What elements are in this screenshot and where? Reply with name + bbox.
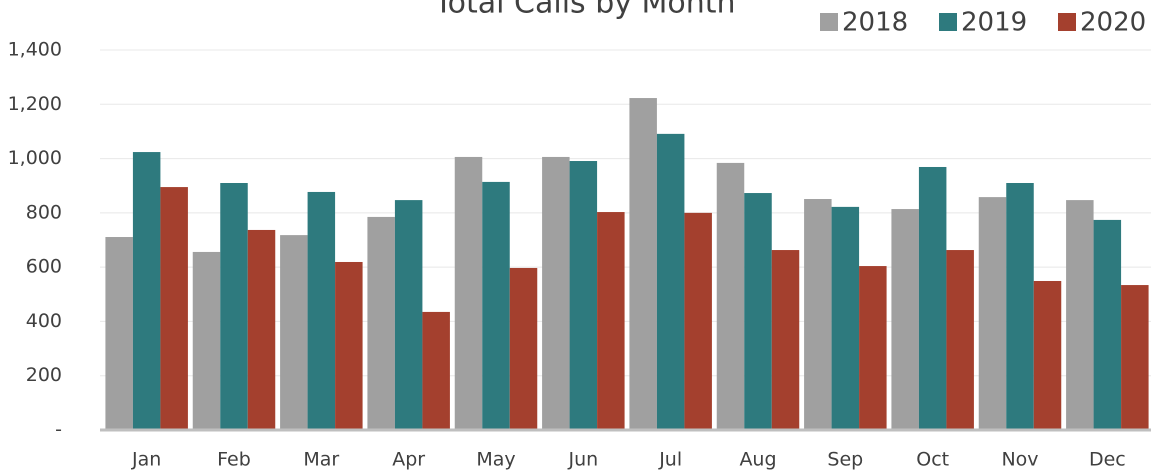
x-tick-label: Dec [1089,449,1126,471]
bar [859,266,887,430]
y-tick-label: 800 [26,201,62,223]
y-tick-label: 400 [26,310,62,332]
bar [482,181,510,430]
x-tick-label: Jan [131,449,161,471]
y-tick-label: 200 [26,364,62,386]
y-tick-label: 1,000 [8,147,62,169]
bar [716,162,745,430]
x-tick-label: May [476,449,515,471]
x-tick-label: Apr [392,449,425,471]
legend-label: 2019 [961,8,1027,38]
bar [1093,219,1122,430]
bar [831,206,860,430]
legend-swatch [939,13,957,31]
bar [684,212,712,430]
x-tick-label: Jul [658,449,682,471]
bar [247,229,276,430]
legend-swatch [1058,13,1076,31]
x-tick-label: Jun [567,449,598,471]
bar [771,250,800,430]
bar [597,212,625,430]
bar [1066,200,1094,430]
bar [367,216,395,430]
bar [804,199,832,430]
bar [192,251,221,430]
bar [918,166,947,430]
bar [105,237,133,430]
bar [1006,183,1034,430]
bar [1121,285,1149,430]
y-tick-label: 600 [26,256,62,278]
bar [656,133,685,430]
x-tick-label: Feb [217,449,251,471]
bar [946,250,974,430]
bar [978,197,1007,430]
bar [744,193,772,430]
bar [394,200,423,430]
legend-label: 2020 [1080,8,1146,38]
chart-title: Total Calls by Month [433,0,735,21]
bar [891,209,919,430]
bar [454,156,483,430]
bar [160,187,188,430]
x-tick-label: Sep [827,449,863,471]
y-tick-label: 1,200 [8,93,62,115]
y-tick-label: 1,400 [8,39,62,61]
x-tick-label: Mar [303,449,339,471]
bar [1033,280,1062,430]
bar [220,183,248,430]
y-tick-label: - [55,419,62,441]
bar [509,267,538,430]
bar [569,161,598,430]
bar [422,311,450,430]
legend-swatch [820,13,838,31]
x-tick-label: Nov [1001,449,1038,471]
bar [629,98,657,431]
bar [335,261,363,430]
legend-label: 2018 [842,8,908,38]
bar [542,156,570,430]
x-tick-label: Aug [739,449,776,471]
bar [132,152,161,431]
x-tick-label: Oct [916,449,949,471]
bar [307,191,336,430]
bar [280,235,308,430]
